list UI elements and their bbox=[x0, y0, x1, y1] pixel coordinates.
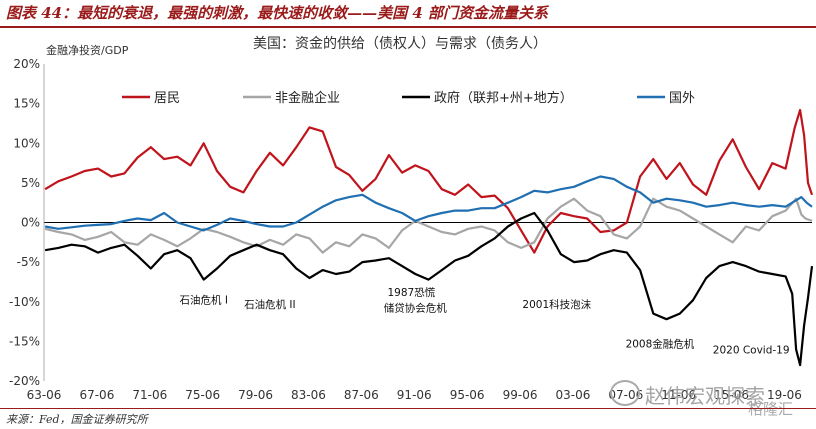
x-tick-label: 75-06 bbox=[185, 388, 220, 402]
annotation-label: 2001科技泡沫 bbox=[522, 298, 591, 311]
x-tick-label: 63-06 bbox=[27, 388, 62, 402]
legend-label: 非金融企业 bbox=[275, 90, 340, 106]
watermark-logo: 格隆汇 bbox=[748, 400, 794, 418]
footer-rule bbox=[0, 408, 816, 409]
x-tick-label: 79-06 bbox=[238, 388, 273, 402]
x-tick-label: 71-06 bbox=[132, 388, 167, 402]
y-tick-label: 0% bbox=[21, 216, 40, 230]
x-tick-label: 99-06 bbox=[503, 388, 538, 402]
series-line-1 bbox=[44, 197, 813, 254]
annotation-label: 储贷协会危机 bbox=[384, 301, 447, 314]
wechat-icon bbox=[610, 380, 640, 406]
watermark-text: 赵伟宏观探索 bbox=[645, 384, 765, 408]
x-tick-label: 95-06 bbox=[450, 388, 485, 402]
y-tick-label: -5% bbox=[17, 255, 40, 269]
figure-header: 图表 44：最短的衰退，最强的刺激，最快速的收敛——美国 4 部门资金流量关系 bbox=[0, 0, 816, 26]
legend-label: 国外 bbox=[669, 91, 695, 106]
y-tick-label: -10% bbox=[9, 295, 40, 309]
x-tick-label: 67-06 bbox=[79, 388, 114, 402]
series-layer bbox=[44, 108, 814, 367]
line-chart: 美国：资金的供给（债权人）与需求（债务人） 金融净投资/GDP 20% 15% 10… bbox=[9, 36, 814, 402]
legend: 居民 非金融企业 政府（联邦+州+地方） 国外 bbox=[122, 90, 695, 106]
y-tick-label: -20% bbox=[9, 374, 40, 388]
series-line-2 bbox=[44, 211, 814, 367]
x-tick-label: 03-06 bbox=[555, 388, 590, 402]
annotation-label: 石油危机 I bbox=[180, 293, 228, 306]
y-tick-label: 10% bbox=[13, 136, 40, 150]
y-axis-label: 金融净投资/GDP bbox=[46, 43, 129, 57]
annotation-label: 石油危机 II bbox=[244, 298, 296, 311]
source-note: 来源：Fed，国金证券研究所 bbox=[6, 413, 148, 426]
series-line-3 bbox=[44, 175, 813, 232]
annotation-label: 2008金融危机 bbox=[626, 338, 695, 351]
x-tick-label: 11-06 bbox=[661, 388, 696, 402]
figure-title: 图表 44：最短的衰退，最强的刺激，最快速的收敛——美国 4 部门资金流量关系 bbox=[6, 4, 548, 22]
y-tick-label: 5% bbox=[21, 176, 40, 190]
chart-title: 美国：资金的供给（债权人）与需求（债务人） bbox=[253, 36, 547, 52]
y-tick-label: -15% bbox=[9, 334, 40, 348]
grid-layer bbox=[43, 64, 812, 381]
x-tick-label: 15-06 bbox=[714, 388, 749, 402]
y-tick-label: 15% bbox=[13, 97, 40, 111]
x-tick-label: 83-06 bbox=[291, 388, 326, 402]
legend-label: 居民 bbox=[154, 91, 180, 106]
header-rule bbox=[0, 26, 816, 28]
x-tick-label: 19-06 bbox=[767, 388, 802, 402]
series-line-0 bbox=[44, 108, 814, 254]
annotation-label: 1987恐慌 bbox=[387, 287, 435, 299]
annotation-label: 2020 Covid-19 bbox=[713, 344, 790, 356]
legend-label: 政府（联邦+州+地方） bbox=[434, 90, 573, 106]
y-tick-label: 20% bbox=[13, 57, 40, 71]
x-tick-label: 91-06 bbox=[397, 388, 432, 402]
x-tick-label: 87-06 bbox=[344, 388, 379, 402]
